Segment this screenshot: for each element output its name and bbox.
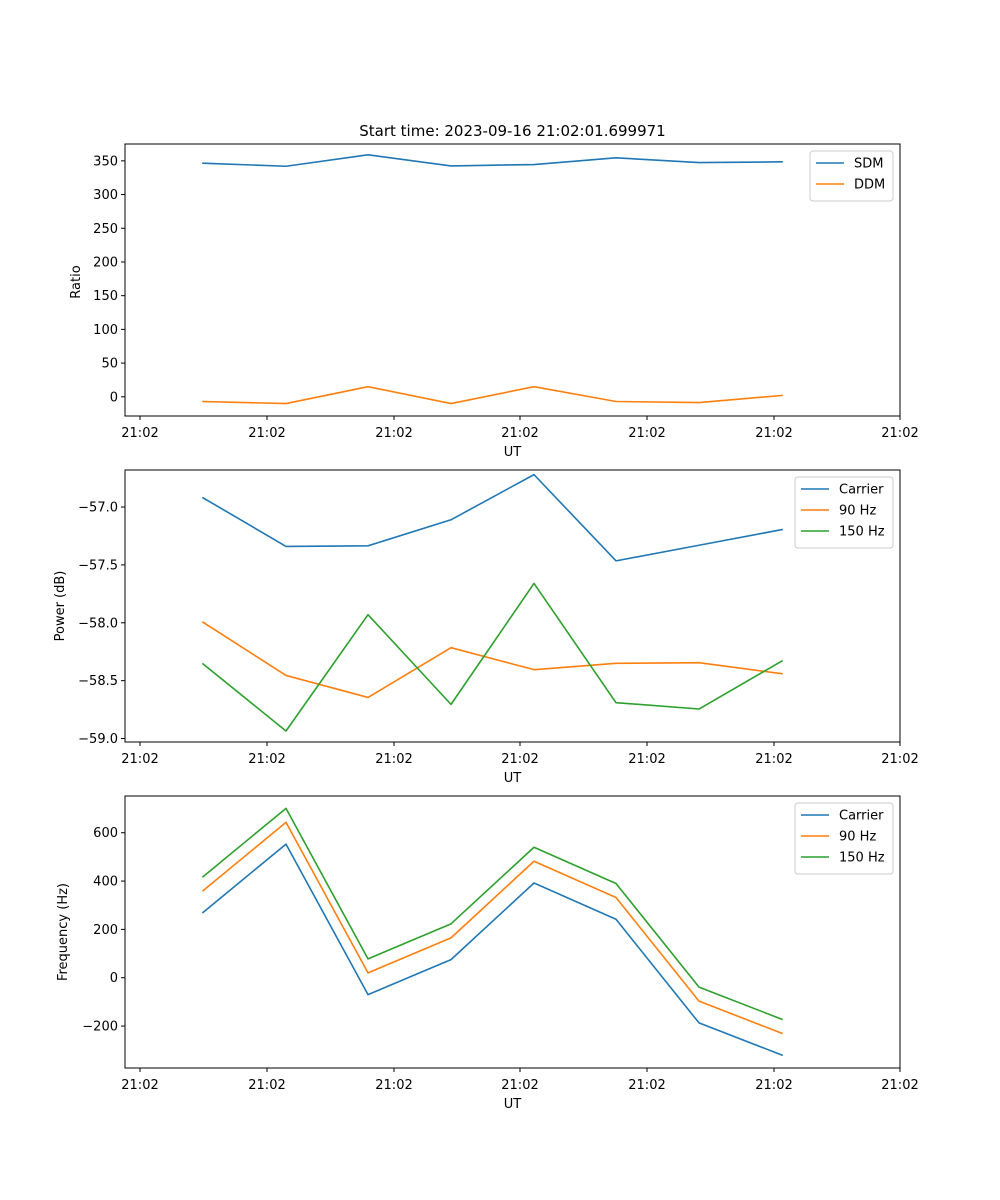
power-x-axis-label: UT — [504, 771, 522, 786]
frequency-axis-ticks: −200 0 200 400 600 21:02 21:02 21:02 21:02 21:02 2… — [82, 826, 918, 1093]
legend-label: 150 Hz — [839, 525, 885, 540]
y-tick-label: 600 — [93, 826, 118, 841]
series-line-150-hz — [201, 807, 784, 1021]
y-tick-label: 0 — [110, 390, 118, 405]
ratio-series-lines — [202, 153, 783, 405]
x-tick-label: 21:02 — [628, 1078, 665, 1093]
x-tick-label: 21:02 — [501, 1078, 538, 1093]
legend-label: SDM — [854, 157, 883, 172]
power-panel: −59.0 −58.5 −58.0 −57.5 −57.0 21:02 21:02 21:02… — [53, 469, 919, 786]
ratio-axis-ticks: 0 50 100 150 200 250 300 350 21:02 21:02 21:02 21:0… — [93, 154, 919, 441]
x-tick-label: 21:02 — [755, 752, 792, 767]
y-tick-label: 300 — [93, 188, 118, 203]
legend-label: 90 Hz — [839, 830, 876, 845]
legend-label: DDM — [854, 178, 885, 193]
frequency-x-axis-label: UT — [504, 1097, 522, 1112]
x-tick-label: 21:02 — [501, 752, 538, 767]
series-line-ddm — [202, 385, 783, 405]
y-tick-label: 150 — [93, 289, 118, 304]
y-tick-label: −58.5 — [78, 674, 118, 689]
power-axis-ticks: −59.0 −58.5 −58.0 −57.5 −57.0 21:02 21:02 21:02… — [78, 501, 919, 767]
series-line-sdm — [202, 153, 783, 168]
x-tick-label: 21:02 — [375, 426, 412, 441]
y-tick-label: −200 — [82, 1020, 118, 1035]
y-tick-label: 350 — [93, 154, 118, 169]
x-tick-label: 21:02 — [248, 752, 285, 767]
y-tick-label: 250 — [93, 222, 118, 237]
x-tick-label: 21:02 — [755, 1078, 792, 1093]
x-tick-label: 21:02 — [248, 426, 285, 441]
x-tick-label: 21:02 — [121, 1078, 158, 1093]
legend-label: Carrier — [839, 483, 884, 498]
y-tick-label: 200 — [93, 255, 118, 270]
power-y-axis-label: Power (dB) — [53, 571, 68, 642]
series-line-90-hz — [201, 621, 783, 699]
legend-label: Carrier — [839, 809, 884, 824]
x-tick-label: 21:02 — [121, 426, 158, 441]
ratio-panel: Start time: 2023-09-16 21:02:01.699971 0… — [69, 122, 919, 460]
y-tick-label: −58.0 — [78, 616, 118, 631]
x-tick-label: 21:02 — [628, 426, 665, 441]
ratio-legend: SDM DDM — [809, 150, 894, 202]
y-tick-label: 400 — [93, 875, 118, 890]
frequency-legend: Carrier 90 Hz 150 Hz — [794, 802, 894, 875]
ratio-axes-frame — [124, 143, 901, 417]
x-tick-label: 21:02 — [628, 752, 665, 767]
power-series-lines — [201, 473, 784, 732]
y-tick-label: 100 — [93, 323, 118, 338]
x-tick-label: 21:02 — [121, 752, 158, 767]
y-tick-label: −57.5 — [78, 558, 118, 573]
ratio-y-axis-label: Ratio — [69, 265, 84, 298]
legend-label: 150 Hz — [839, 851, 885, 866]
series-line-90-hz — [201, 821, 784, 1035]
x-tick-label: 21:02 — [881, 426, 918, 441]
frequency-series-lines — [201, 807, 784, 1057]
y-tick-label: 200 — [93, 923, 118, 938]
series-line-carrier — [201, 843, 784, 1057]
power-axes-frame — [124, 469, 901, 743]
frequency-y-axis-label: Frequency (Hz) — [56, 883, 71, 981]
x-tick-label: 21:02 — [501, 426, 538, 441]
y-tick-label: 0 — [110, 971, 118, 986]
x-tick-label: 21:02 — [755, 426, 792, 441]
x-tick-label: 21:02 — [248, 1078, 285, 1093]
series-line-150-hz — [201, 582, 784, 732]
x-tick-label: 21:02 — [375, 752, 412, 767]
legend-label: 90 Hz — [839, 504, 876, 519]
y-tick-label: −59.0 — [78, 732, 118, 747]
series-line-carrier — [201, 473, 783, 562]
y-tick-label: 50 — [101, 357, 118, 372]
x-tick-label: 21:02 — [881, 752, 918, 767]
frequency-axes-frame — [124, 795, 901, 1069]
ratio-x-axis-label: UT — [504, 445, 522, 460]
power-legend: Carrier 90 Hz 150 Hz — [794, 476, 894, 549]
x-tick-label: 21:02 — [881, 1078, 918, 1093]
frequency-panel: −200 0 200 400 600 21:02 21:02 21:02 21:02 21:02 2… — [56, 795, 919, 1112]
y-tick-label: −57.0 — [78, 501, 118, 516]
chart-title: Start time: 2023-09-16 21:02:01.699971 — [359, 122, 665, 140]
x-tick-label: 21:02 — [375, 1078, 412, 1093]
